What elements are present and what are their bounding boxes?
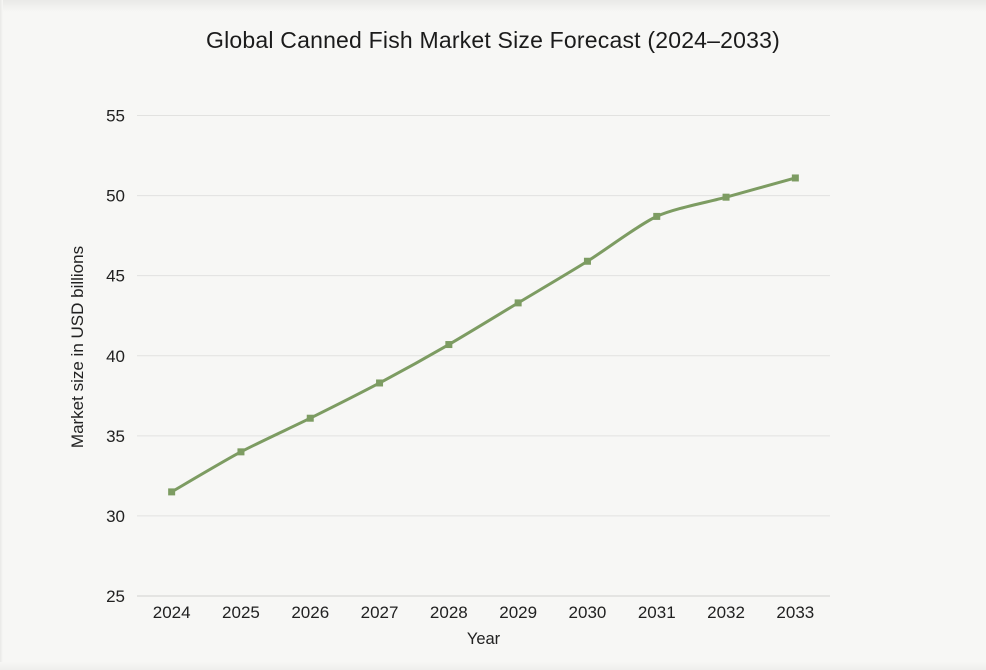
data-point-marker bbox=[791, 174, 799, 182]
y-tick-label: 30 bbox=[106, 507, 125, 526]
data-point-marker bbox=[376, 379, 384, 387]
x-tick-label: 2032 bbox=[707, 603, 745, 622]
series-line bbox=[170, 176, 797, 494]
x-tick-label: 2026 bbox=[291, 603, 329, 622]
data-point-marker bbox=[306, 414, 314, 422]
data-point-marker bbox=[168, 488, 176, 496]
data-point-marker bbox=[583, 257, 591, 265]
x-tick-label: 2033 bbox=[776, 603, 814, 622]
x-tick-label: 2024 bbox=[153, 603, 191, 622]
x-tick-label: 2027 bbox=[361, 603, 399, 622]
y-tick-label: 45 bbox=[106, 267, 125, 286]
chart-title: Global Canned Fish Market Size Forecast … bbox=[206, 27, 780, 53]
y-tick-label: 50 bbox=[106, 187, 125, 206]
data-point-marker bbox=[722, 193, 730, 201]
x-tick-label: 2025 bbox=[222, 603, 260, 622]
y-tick-label: 25 bbox=[106, 587, 125, 606]
data-point-marker bbox=[237, 448, 245, 456]
y-tick-label: 35 bbox=[106, 427, 125, 446]
y-tick-label: 40 bbox=[106, 347, 125, 366]
data-point-marker bbox=[653, 212, 661, 220]
data-point-marker bbox=[445, 341, 453, 349]
x-axis-title: Year bbox=[466, 630, 501, 648]
y-tick-label: 55 bbox=[106, 107, 125, 126]
x-tick-label: 2031 bbox=[638, 603, 676, 622]
x-tick-label: 2030 bbox=[569, 603, 607, 622]
x-tick-label: 2028 bbox=[430, 603, 468, 622]
x-tick-label: 2029 bbox=[499, 603, 537, 622]
data-point-marker bbox=[514, 299, 522, 307]
